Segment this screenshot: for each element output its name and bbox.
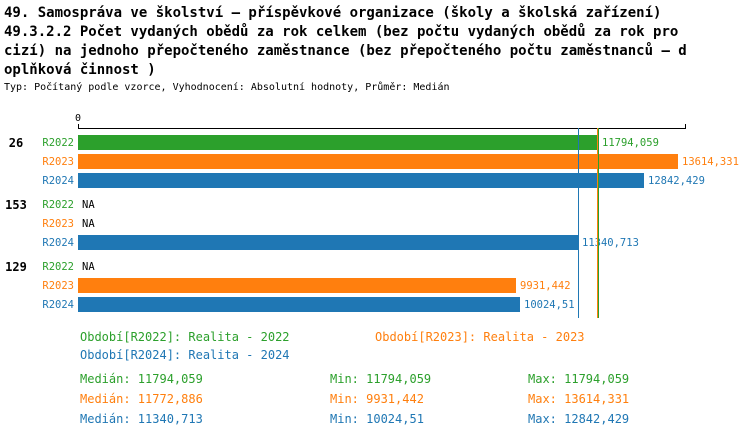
- stat-max-r2023: Max: 13614,331: [528, 392, 630, 406]
- bar-value-na: NA: [82, 261, 95, 273]
- chart-title-line-2: 49.3.2.2 Počet vydaných obědů za rok cel…: [4, 24, 679, 40]
- group-label: 129: [5, 260, 27, 274]
- bar-value-label: 12842,429: [648, 175, 705, 187]
- series-label-r2022: R2022: [42, 261, 74, 273]
- chart-meta-line: Typ: Počítaný podle vzorce, Vyhodnocení:…: [4, 82, 450, 93]
- stat-median-r2024: Medián: 11340,713: [80, 412, 203, 426]
- series-label-r2024: R2024: [42, 175, 74, 187]
- median-line-r2022: [597, 128, 599, 318]
- series-label-r2023: R2023: [42, 156, 74, 168]
- series-label-r2022: R2022: [42, 199, 74, 211]
- chart-title-line-4: oplňková činnost ): [4, 62, 156, 78]
- bar-value-label: 11340,713: [582, 237, 639, 249]
- stat-min-r2024: Min: 10024,51: [330, 412, 424, 426]
- axis-tick-end: [685, 124, 686, 128]
- stat-max-r2022: Max: 11794,059: [528, 372, 630, 386]
- group-label: 26: [8, 136, 24, 150]
- bar-value-na: NA: [82, 218, 95, 230]
- bar-value-label: 10024,51: [524, 299, 575, 311]
- bar-r2024: [78, 235, 578, 250]
- stat-max-r2024: Max: 12842,429: [528, 412, 630, 426]
- bar-value-label: 13614,331: [682, 156, 739, 168]
- group-label: 153: [5, 198, 27, 212]
- bar-r2023: [78, 278, 516, 293]
- series-label-r2023: R2023: [42, 218, 74, 230]
- legend-item-r2022: Období[R2022]: Realita - 2022: [80, 330, 290, 344]
- series-label-r2024: R2024: [42, 299, 74, 311]
- median-line-r2024: [577, 128, 579, 318]
- stat-min-r2023: Min: 9931,442: [330, 392, 424, 406]
- bar-r2024: [78, 173, 644, 188]
- axis-origin-label: 0: [74, 113, 82, 124]
- bar-r2024: [78, 297, 520, 312]
- chart-title-line-1: 49. Samospráva ve školství – příspěvkové…: [4, 5, 662, 21]
- series-label-r2023: R2023: [42, 280, 74, 292]
- stat-median-r2023: Medián: 11772,886: [80, 392, 203, 406]
- stat-min-r2022: Min: 11794,059: [330, 372, 432, 386]
- chart-title-line-3: cizí) na jednoho přepočteného zaměstnanc…: [4, 43, 687, 59]
- series-label-r2024: R2024: [42, 237, 74, 249]
- x-axis-line: [78, 128, 686, 129]
- bar-value-label: 11794,059: [602, 137, 659, 149]
- axis-tick-origin: [78, 124, 79, 128]
- legend-item-r2024: Období[R2024]: Realita - 2024: [80, 348, 290, 362]
- legend-item-r2023: Období[R2023]: Realita - 2023: [375, 330, 585, 344]
- bar-r2023: [78, 154, 678, 169]
- median-line-r2023: [596, 128, 598, 318]
- bar-r2022: [78, 135, 598, 150]
- bar-value-label: 9931,442: [520, 280, 571, 292]
- series-label-r2022: R2022: [42, 137, 74, 149]
- stat-median-r2022: Medián: 11794,059: [80, 372, 203, 386]
- bar-value-na: NA: [82, 199, 95, 211]
